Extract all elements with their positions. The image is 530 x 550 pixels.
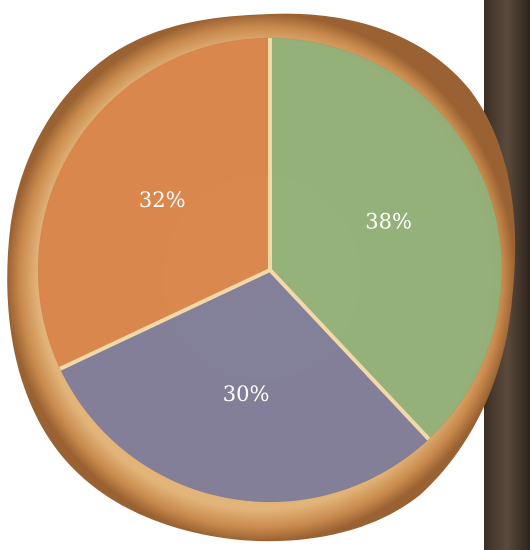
pie-slice bbox=[60, 270, 429, 502]
slice-separator bbox=[59, 268, 271, 371]
pie bbox=[37, 38, 502, 502]
data-label: 38% bbox=[365, 210, 412, 234]
data-label: 30% bbox=[223, 382, 270, 406]
data-label: 32% bbox=[139, 188, 186, 212]
pie-outline bbox=[37, 37, 503, 503]
pie-slice bbox=[37, 38, 271, 369]
pie-slice bbox=[270, 38, 502, 440]
slice-separator bbox=[268, 268, 431, 441]
